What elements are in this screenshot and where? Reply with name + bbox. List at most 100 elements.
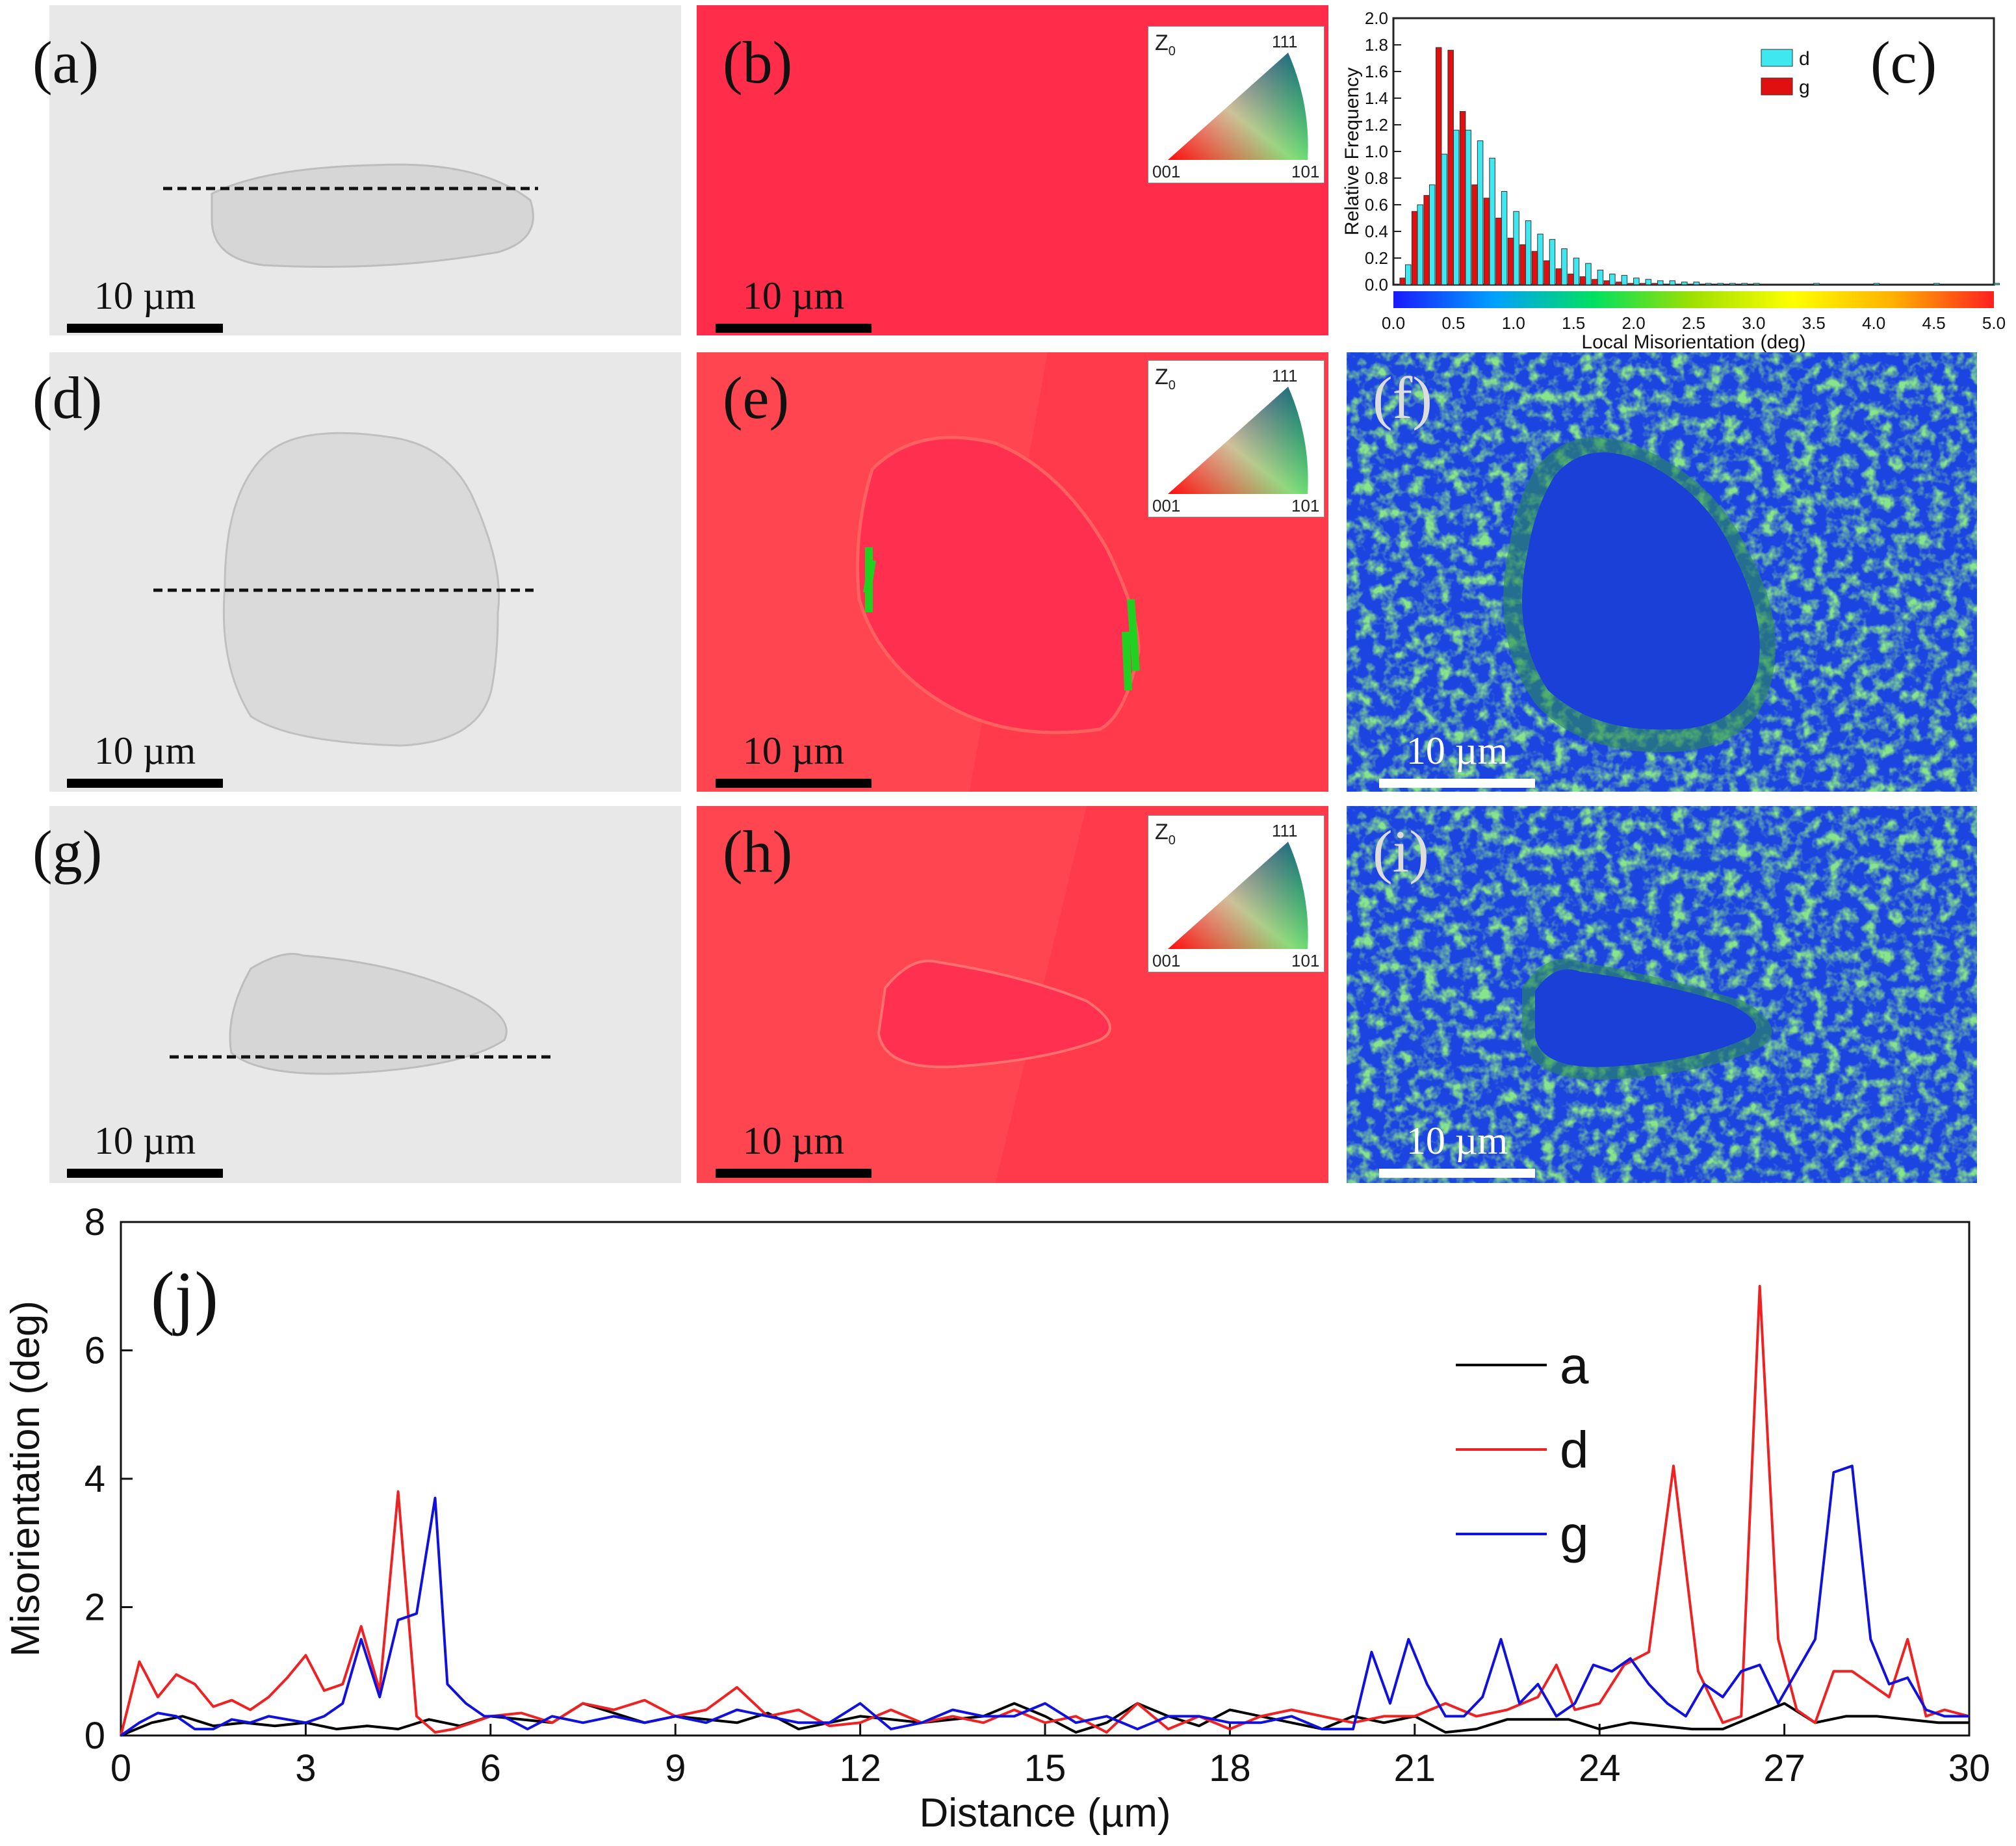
hist-xtick-label: 2.0	[1622, 313, 1646, 333]
hist-bar-d	[1597, 269, 1604, 285]
hist-bar-g	[1579, 276, 1586, 285]
hist-bar-d	[1585, 263, 1592, 285]
line-xlabel: Distance (µm)	[919, 1791, 1170, 1836]
hist-ytick-label: 0.2	[1365, 248, 1388, 268]
scale-bar-d-text: 10 µm	[94, 729, 196, 772]
ipf-image-e	[697, 352, 1141, 792]
hist-bar-d	[1645, 279, 1652, 285]
panel-i-kam	[1347, 806, 1977, 1183]
hist-bar-g	[1544, 260, 1550, 285]
ipf-key-001: 001	[1152, 496, 1181, 515]
panel-c-label: (c)	[1870, 29, 1937, 96]
hist-bar-d	[1441, 153, 1447, 285]
hist-ytick-label: 1.4	[1365, 88, 1388, 108]
hist-ytick-label: 0.0	[1365, 275, 1388, 294]
hist-bar-d	[1657, 280, 1664, 285]
panel-d-label: (d)	[32, 365, 103, 431]
panel-h-label: (h)	[723, 818, 793, 885]
panel-e-label: (e)	[723, 365, 790, 431]
panel-e-ipf	[697, 352, 1328, 792]
hist-xtick-label: 4.5	[1922, 313, 1946, 333]
hist-ytick-label: 1.0	[1365, 142, 1388, 161]
line-ytick-label: 6	[84, 1330, 105, 1372]
scale-bar-a-text: 10 µm	[94, 274, 196, 317]
hist-legend-label-g: g	[1799, 77, 1810, 98]
hist-bar-d	[1537, 233, 1544, 285]
panel-d-sem	[49, 352, 681, 792]
scale-bar-i-text: 10 µm	[1406, 1119, 1508, 1162]
hist-bar-g	[1616, 281, 1622, 285]
scale-bar-h: 10 µm	[716, 1105, 872, 1178]
scale-bar-a: 10 µm	[67, 260, 223, 333]
ipf-key-111: 111	[1272, 821, 1298, 840]
panel-i-label: (i)	[1373, 818, 1429, 885]
hist-bar-g	[1423, 195, 1430, 285]
hist-legend-swatch-g	[1761, 77, 1793, 96]
line-series-d	[120, 1284, 1970, 1736]
line-xtick-label: 3	[295, 1747, 316, 1789]
scale-bar-h-text: 10 µm	[742, 1119, 845, 1162]
hist-bar-d	[1621, 275, 1628, 285]
hist-bar-d	[1633, 278, 1640, 285]
hist-bar-g	[1555, 268, 1562, 285]
hist-bar-g	[1592, 279, 1598, 285]
hist-bar-d	[1717, 283, 1724, 285]
ipf-triangle	[1168, 387, 1308, 494]
panel-a-label: (a)	[32, 29, 99, 96]
ipf-key-101: 101	[1291, 162, 1320, 181]
line-frame	[120, 1221, 1971, 1737]
hist-bar-g	[1495, 218, 1502, 285]
hist-xtick-label: 3.5	[1802, 313, 1826, 333]
ipf-key-z: Z0	[1155, 365, 1176, 393]
scale-bar-d: 10 µm	[67, 715, 223, 788]
hist-bar-g	[1411, 211, 1418, 285]
hist-bar-d	[1561, 248, 1568, 285]
hist-bar-g	[1651, 283, 1659, 285]
panel-g-sem	[49, 806, 681, 1183]
hist-ytick-label: 2.0	[1365, 8, 1388, 28]
scale-bar-g-text: 10 µm	[94, 1119, 196, 1162]
hist-ytick-label: 0.8	[1365, 168, 1388, 188]
hist-bar-d	[1669, 280, 1676, 285]
line-series-a	[120, 1702, 1969, 1737]
hist-xtick-label: 1.5	[1562, 313, 1585, 333]
hist-bar-g	[1471, 184, 1478, 285]
hist-bar-d	[1513, 211, 1519, 285]
scale-bar-e: 10 µm	[716, 715, 872, 788]
hist-xtick-label: 0.5	[1441, 313, 1465, 333]
hist-ytick-label: 0.6	[1365, 195, 1388, 214]
hist-bar-g	[1447, 49, 1454, 285]
hist-bar-d	[1501, 191, 1508, 285]
ipf-key-101: 101	[1291, 951, 1320, 970]
hist-ylabel: Relative Frequency	[1341, 68, 1363, 235]
hist-bar-d	[1681, 281, 1688, 285]
hist-bar-d	[1933, 283, 1940, 285]
hist-bar-d	[1609, 274, 1616, 285]
line-xtick-label: 27	[1763, 1747, 1805, 1789]
line-xtick-label: 24	[1579, 1747, 1621, 1789]
line-series-g	[120, 1464, 1969, 1737]
hist-bar-d	[1993, 283, 2000, 285]
hist-bar-g	[1399, 278, 1406, 285]
panel-b-label: (b)	[723, 29, 793, 96]
kam-image-f	[1347, 352, 1977, 792]
hist-xtick-label: 0.0	[1382, 313, 1405, 333]
hist-ytick-label: 1.8	[1365, 35, 1388, 55]
hist-bar-g	[1435, 47, 1442, 285]
hist-bar-d	[1404, 264, 1412, 285]
hist-bar-d	[1417, 204, 1423, 285]
hist-bar-g	[1531, 251, 1538, 285]
hist-bar-d	[1549, 239, 1556, 285]
hist-bar-d	[1705, 283, 1712, 285]
scale-bar-i: 10 µm	[1379, 1105, 1535, 1178]
line-xtick-label: 15	[1024, 1747, 1066, 1789]
panel-f-label: (f)	[1373, 365, 1432, 431]
line-xtick-label: 18	[1209, 1747, 1251, 1789]
scale-bar-f: 10 µm	[1379, 715, 1535, 788]
sem-image-g	[49, 806, 681, 1183]
line-xtick-label: 30	[1948, 1747, 1991, 1789]
ipf-key-e: Z0 111 001 101	[1148, 360, 1325, 517]
hist-bar-g	[1507, 237, 1514, 285]
scale-bar-f-text: 10 µm	[1406, 729, 1508, 772]
